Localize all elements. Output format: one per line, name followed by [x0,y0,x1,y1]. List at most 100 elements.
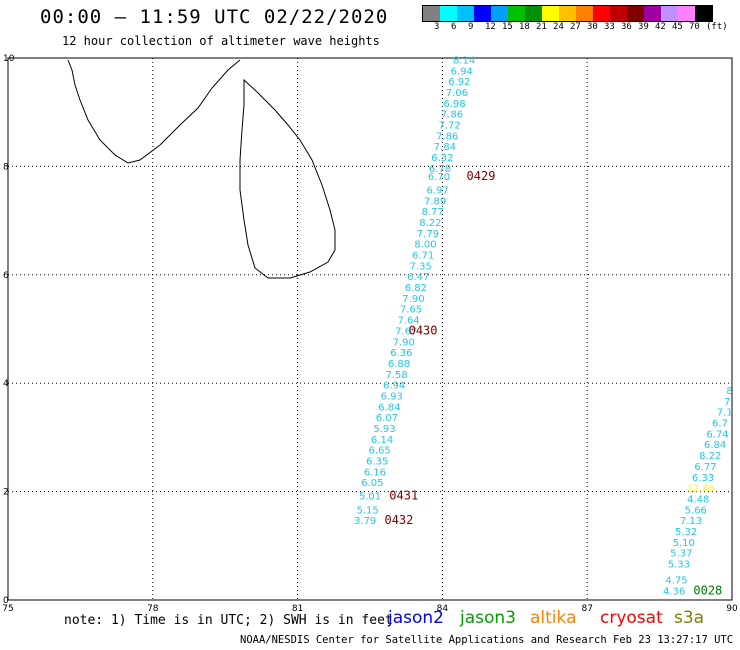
swh-value: 6.14 [371,435,393,446]
swh-value: 6.65 [369,446,391,457]
swh-value: 6.07 [376,413,398,424]
swh-value: 5.15 [356,505,378,516]
swh-value: 8 [726,386,732,397]
swh-value: 6.97 [426,186,448,197]
y-tick-label: 0 [3,596,9,606]
legend-swatch [440,6,457,21]
legend-label: 39 [638,22,649,32]
swh-value: 7.13 [680,516,702,527]
pass-time-label: 0432 [384,513,413,527]
legend-label: 3 [434,22,439,32]
swh-value: 5.37 [670,549,692,560]
legend-label: 9 [468,22,473,32]
legend-label: 30 [587,22,598,32]
swh-value: 6.35 [366,457,388,468]
swh-value: 6.88 [388,359,410,370]
swh-value: 7.86 [441,110,463,121]
y-tick-label: 8 [3,162,9,172]
legend-label: 18 [519,22,530,32]
legend-swatch [457,6,474,21]
swh-value: 7.35 [410,261,432,272]
swh-value: 7.84 [434,142,456,153]
legend-swatch [423,6,440,21]
swh-value: 6.32 [431,153,453,164]
swh-value: 4.75 [665,576,687,587]
swh-value: 8.77 [422,207,444,218]
legend-labels: 3 6 9 12 15 18 21 24 27 30 33 36 39 42 45 70 (ft) [422,22,740,34]
legend-swatch [678,6,695,21]
legend-swatch [695,6,712,21]
swh-value: 8.00 [414,240,436,251]
swh-value: 6.05 [361,478,383,489]
legend-swatch [644,6,661,21]
swh-value: 6.98 [443,99,465,110]
legend-label: 15 [502,22,513,32]
swh-value: 3.79 [354,516,376,527]
legend-label: 27 [570,22,581,32]
swh-value: 7.90 [402,294,424,305]
swh-value: 6.82 [405,283,427,294]
swh-value: 5.93 [373,424,395,435]
swh-value: 5.33 [668,559,690,570]
pass-time-label: 0430 [409,323,438,337]
legend-swatch [576,6,593,21]
legend-jason2: jason2 [388,608,444,628]
legend-label: 36 [621,22,632,32]
swh-value: 8.22 [699,451,721,462]
swh-value: 7.1 [717,408,733,419]
swh-value: 6.77 [694,462,716,473]
legend-swatch [661,6,678,21]
swh-value: 6.93 [381,391,403,402]
legend-altika: altika [530,608,577,628]
swh-value: 4.48 [687,494,709,505]
legend-swatch [559,6,576,21]
legend-label: 33 [604,22,615,32]
swh-value: 5.10 [673,538,695,549]
swh-value: 6.71 [412,251,434,262]
legend-swatch [474,6,491,21]
swh-value: 7.72 [439,120,461,131]
pass-time-label: 0028 [693,584,722,598]
wave-height-color-legend [422,5,713,22]
swh-value: 7.90 [393,337,415,348]
legend-jason3: jason3 [460,608,516,628]
map-title: 00:00 – 11:59 UTC 02/22/2020 [40,6,388,28]
swh-value: 6.74 [706,429,728,440]
x-tick-label: 90 [726,604,738,614]
legend-label: (ft) [706,22,728,32]
swh-value: 6.33 [692,473,714,484]
swh-value: 7.06 [446,88,468,99]
swh-value: 6.16 [364,467,386,478]
swh-value: 5.66 [685,505,707,516]
legend-label: 42 [655,22,666,32]
legend-label: 45 [672,22,683,32]
y-tick-label: 6 [3,271,9,281]
swh-value: 6.36 [390,348,412,359]
legend-label: 70 [689,22,700,32]
india-coastline [68,60,240,163]
pass-time-label: 0429 [467,169,496,183]
legend-label: 24 [553,22,564,32]
swh-value: 4.36 [663,587,685,598]
y-tick-label: 2 [3,488,9,498]
y-tick-label: 4 [3,379,9,389]
swh-value: 5.32 [675,527,697,538]
legend-s3a: s3a [674,608,704,628]
x-tick-label: 87 [581,604,592,614]
legend-swatch [508,6,525,21]
sri-lanka-coastline [240,80,335,278]
legend-label: 21 [536,22,547,32]
swh-value: 8.14 [453,55,475,66]
swh-value: 7 [724,397,730,408]
legend-swatch [610,6,627,21]
swh-value: 6.92 [448,77,470,88]
swh-value: 6.94 [451,66,473,77]
swh-value: 6.94 [383,381,405,392]
legend-label: 12 [485,22,496,32]
swh-value: 7.58 [385,370,407,381]
swh-value: 6.84 [704,440,726,451]
swh-value: 6.70 [428,172,450,183]
pass-time-label: 0431 [389,489,418,503]
legend-swatch [525,6,542,21]
